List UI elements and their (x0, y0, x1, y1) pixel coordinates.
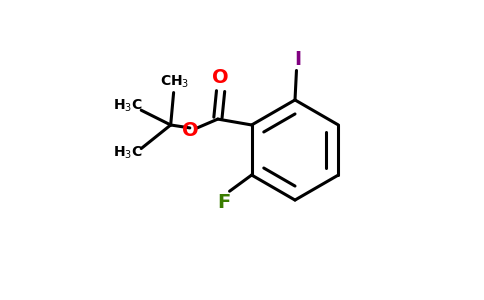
Text: F: F (217, 193, 230, 212)
Text: I: I (294, 50, 302, 69)
Text: O: O (182, 122, 198, 140)
Text: H$_3$C: H$_3$C (113, 98, 143, 114)
Text: H$_3$C: H$_3$C (113, 145, 143, 161)
Text: CH$_3$: CH$_3$ (160, 73, 190, 90)
Text: O: O (212, 68, 229, 87)
